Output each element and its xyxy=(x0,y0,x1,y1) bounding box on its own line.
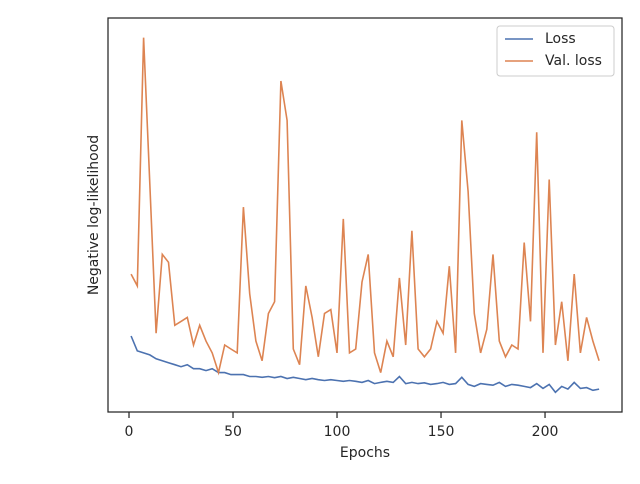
x-tick-label: 150 xyxy=(428,424,455,440)
plot-frame xyxy=(107,17,623,413)
x-tick-label: 100 xyxy=(324,424,351,440)
x-axis-label: Epochs xyxy=(340,445,390,461)
y-axis-label: Negative log-likelihood xyxy=(86,135,102,295)
series-line xyxy=(130,37,600,376)
x-tick-label: 50 xyxy=(224,424,242,440)
series-line xyxy=(130,335,600,394)
legend-label: Loss xyxy=(545,31,576,47)
x-tick-label: 0 xyxy=(125,424,134,440)
legend-label: Val. loss xyxy=(545,53,602,69)
x-tick-label: 200 xyxy=(532,424,559,440)
